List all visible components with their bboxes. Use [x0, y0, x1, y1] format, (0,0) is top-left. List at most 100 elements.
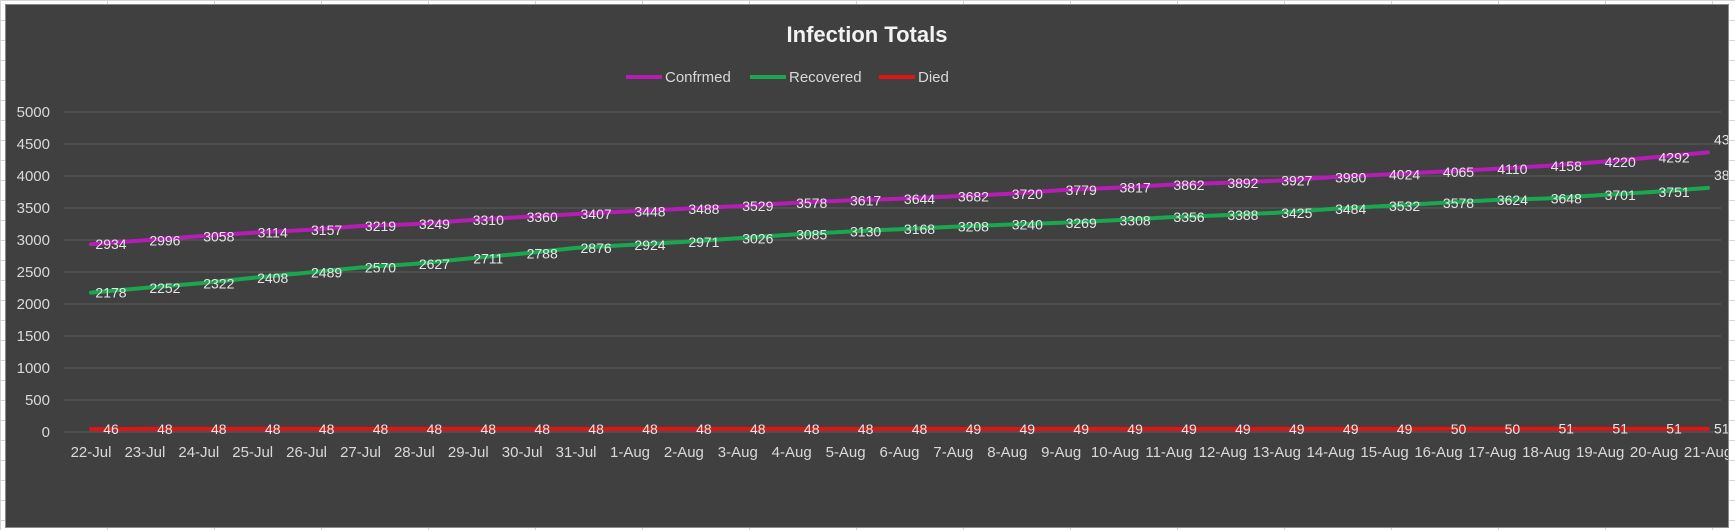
x-tick-label: 5-Aug	[826, 444, 866, 461]
y-axis-ticks: 0 500 1000 1500 2000 2500 3000 3500 4000 4500 5000	[17, 104, 50, 441]
data-label: 3425	[1281, 205, 1312, 221]
data-label: 4024	[1389, 166, 1420, 182]
data-label: 3751	[1659, 184, 1690, 200]
chart-title: Infection Totals	[787, 22, 948, 47]
data-label: 51	[1612, 421, 1628, 437]
data-label: 3026	[742, 230, 773, 246]
x-tick-label: 16-Aug	[1414, 444, 1462, 461]
data-label: 48	[265, 421, 281, 437]
x-tick-label: 19-Aug	[1576, 444, 1624, 461]
y-tick-label: 1500	[17, 328, 50, 345]
data-label: 51	[1666, 421, 1682, 437]
x-tick-label: 15-Aug	[1360, 444, 1408, 461]
data-label: 49	[1235, 421, 1251, 437]
x-tick-label: 4-Aug	[772, 444, 812, 461]
data-label: 2252	[149, 280, 180, 296]
data-label: 3208	[958, 219, 989, 235]
data-label: 2322	[203, 275, 234, 291]
data-label: 2788	[527, 246, 558, 262]
x-tick-label: 7-Aug	[933, 444, 973, 461]
data-label: 3448	[634, 203, 665, 219]
data-label: 3980	[1335, 169, 1366, 185]
data-label: 3617	[850, 193, 881, 209]
data-label: 4158	[1551, 158, 1582, 174]
data-label: 3240	[1012, 217, 1043, 233]
y-tick-label: 1000	[17, 360, 50, 377]
data-label: 3114	[258, 225, 288, 241]
data-label: 48	[858, 421, 874, 437]
data-label: 3407	[581, 206, 612, 222]
x-tick-label: 25-Jul	[232, 444, 273, 461]
x-tick-label: 14-Aug	[1307, 444, 1355, 461]
series-line-confrmed	[89, 150, 1710, 247]
data-label: 49	[1289, 421, 1305, 437]
data-label: 2178	[95, 285, 126, 301]
y-tick-label: 4500	[17, 136, 50, 153]
data-label: 48	[588, 421, 604, 437]
data-label: 48	[481, 421, 497, 437]
data-label: 48	[534, 421, 550, 437]
data-label: 46	[103, 421, 119, 437]
y-tick-label: 5000	[17, 104, 50, 121]
series-lines	[89, 150, 1710, 432]
x-tick-label: 11-Aug	[1145, 444, 1192, 461]
data-label: 48	[373, 421, 389, 437]
data-label: 4292	[1659, 149, 1690, 165]
data-label: 3578	[796, 195, 827, 211]
legend-entry: Recovered	[789, 69, 862, 86]
data-label: 2971	[688, 234, 719, 250]
x-tick-label: 3-Aug	[718, 444, 758, 461]
data-label: 3648	[1551, 191, 1582, 207]
x-tick-label: 28-Jul	[394, 444, 435, 461]
data-label: 3058	[203, 228, 234, 244]
x-tick-label: 13-Aug	[1253, 444, 1301, 461]
data-label: 3085	[796, 227, 827, 243]
chart-area[interactable]: Infection Totals 0 500 1000 1500 2000 2500 300…	[5, 4, 1729, 528]
data-label: 3249	[419, 216, 450, 232]
x-tick-label: 29-Jul	[448, 444, 489, 461]
x-tick-label: 17-Aug	[1468, 444, 1516, 461]
data-label: 49	[1073, 421, 1089, 437]
data-label: 4220	[1605, 154, 1636, 170]
data-label: 3310	[473, 212, 504, 228]
x-tick-label: 22-Jul	[71, 444, 112, 461]
gridlines	[64, 111, 1721, 433]
x-tick-label: 1-Aug	[610, 444, 650, 461]
data-label: 2489	[311, 265, 342, 281]
data-label: 50	[1505, 421, 1521, 437]
data-label: 3130	[850, 224, 881, 240]
data-labels: 2934 2996 3058 3114 3157 3219 3249 3310 3360 3407…	[95, 131, 1728, 437]
data-label: 3219	[365, 218, 396, 234]
data-label: 48	[319, 421, 335, 437]
data-label: 3488	[688, 201, 719, 217]
data-label: 48	[157, 421, 173, 437]
data-label: 48	[642, 421, 658, 437]
x-tick-label: 9-Aug	[1041, 444, 1081, 461]
data-label: 2570	[365, 260, 396, 276]
data-label: 3157	[311, 222, 342, 238]
data-label: 3360	[527, 209, 558, 225]
series-line-recovered	[89, 185, 1710, 295]
line-chart: Infection Totals 0 500 1000 1500 2000 2500 300…	[17, 22, 1728, 461]
data-label: 2408	[257, 270, 288, 286]
x-axis-ticks: 22-Jul 23-Jul 24-Jul 25-Jul 26-Jul 27-Jul 28-J…	[71, 444, 1728, 461]
x-tick-label: 27-Jul	[340, 444, 381, 461]
data-label: 48	[211, 421, 227, 437]
legend[interactable]: Confrmed Recovered Died	[626, 69, 949, 86]
data-label: 3817	[1120, 180, 1151, 196]
data-label: 50	[1451, 421, 1467, 437]
x-tick-label: 31-Jul	[556, 444, 597, 461]
x-tick-label: 26-Jul	[286, 444, 327, 461]
data-label: 2996	[149, 232, 180, 248]
data-label: 49	[1397, 421, 1413, 437]
y-tick-label: 3000	[17, 232, 50, 249]
data-label: 3927	[1281, 173, 1312, 189]
data-label: 4065	[1443, 164, 1474, 180]
data-label: 3779	[1066, 182, 1097, 198]
x-tick-label: 12-Aug	[1199, 444, 1247, 461]
data-label: 3814	[1714, 167, 1728, 183]
x-tick-label: 8-Aug	[987, 444, 1027, 461]
x-tick-label: 23-Jul	[124, 444, 165, 461]
data-label: 3529	[742, 198, 773, 214]
